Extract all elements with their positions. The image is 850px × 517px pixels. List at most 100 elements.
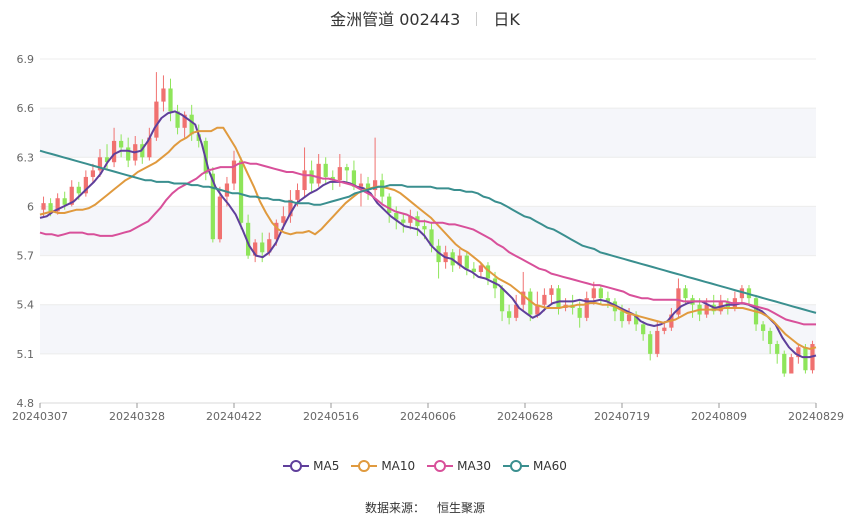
candle	[147, 127, 152, 161]
candle	[676, 278, 681, 318]
candle	[796, 344, 801, 364]
candle	[175, 104, 180, 135]
candle	[626, 307, 632, 325]
candle	[344, 163, 349, 184]
candle-body	[238, 160, 244, 223]
candle-body	[231, 160, 237, 184]
legend-item-ma10[interactable]: MA10	[351, 459, 415, 473]
candle-body	[316, 163, 321, 184]
candle-body	[55, 198, 60, 212]
candle-body	[775, 344, 780, 354]
y-tick-label: 5.7	[17, 250, 35, 263]
x-tick-label: 20240516	[303, 410, 359, 423]
candle	[577, 301, 582, 328]
candle-body	[351, 170, 357, 187]
candle-body	[422, 226, 427, 230]
candle	[119, 134, 124, 158]
ma-line-ma30	[39, 161, 816, 326]
candle-body	[401, 219, 406, 223]
candle	[478, 262, 484, 279]
candle	[408, 209, 413, 230]
candle-body	[295, 190, 300, 200]
candle-body	[655, 330, 660, 354]
candle-body	[154, 101, 159, 138]
candle	[514, 294, 519, 322]
candle-body	[48, 203, 53, 212]
x-tick-label: 20240422	[206, 410, 262, 423]
candle	[394, 206, 399, 230]
candle-body	[302, 170, 307, 191]
candle-body	[464, 255, 469, 269]
candle	[775, 340, 780, 364]
candle-body	[507, 311, 512, 318]
candle	[499, 285, 505, 322]
x-tick-label: 20240628	[497, 410, 553, 423]
candle-body	[471, 268, 476, 272]
candle-body	[387, 196, 392, 213]
candle-body	[768, 330, 773, 345]
candle	[556, 285, 561, 315]
y-tick-label: 6.3	[17, 151, 35, 164]
x-tick-label: 20240829	[788, 410, 844, 423]
candle	[168, 78, 173, 122]
ma-line-ma60	[39, 149, 817, 314]
x-axis: 20240307 20240328 20240422 20240516 20240606…	[12, 403, 844, 423]
legend-item-ma5[interactable]: MA5	[283, 459, 339, 473]
candle-body	[90, 170, 96, 177]
candle	[309, 160, 314, 194]
candle-body	[224, 183, 230, 197]
candle	[231, 150, 237, 191]
candle	[302, 147, 307, 197]
legend-item-ma60[interactable]: MA60	[503, 459, 567, 473]
candle	[803, 344, 808, 374]
candle	[648, 330, 653, 361]
candle	[436, 239, 441, 279]
candle-body	[126, 147, 131, 161]
legend-marker-icon	[503, 460, 530, 472]
candle-body	[372, 180, 378, 191]
source-provider: 恒生聚源	[437, 501, 486, 515]
candle-body	[499, 288, 505, 312]
candle-body	[676, 288, 681, 315]
candle-body	[175, 111, 180, 128]
candle	[288, 190, 293, 223]
legend-label: MA60	[533, 459, 567, 473]
candle-body	[485, 265, 491, 279]
candle-body	[337, 167, 342, 181]
candle-body	[641, 324, 646, 335]
candle-body	[253, 242, 258, 256]
candle-body	[281, 216, 286, 223]
legend-item-ma30[interactable]: MA30	[427, 459, 491, 473]
candle	[401, 212, 406, 233]
candle	[485, 262, 491, 286]
candle-body	[760, 324, 766, 331]
candle-body	[436, 245, 441, 263]
candle-body	[429, 229, 434, 246]
candle-body	[457, 255, 462, 266]
candle-body	[323, 163, 328, 177]
candle-body	[556, 288, 561, 308]
y-tick-label: 6.9	[17, 53, 35, 66]
candle-body	[542, 294, 547, 305]
candle-body	[168, 88, 173, 112]
candle-body	[245, 222, 251, 256]
candle	[217, 186, 223, 243]
candle	[655, 321, 660, 358]
candle-body	[309, 170, 314, 184]
candle-body	[62, 198, 67, 205]
candle	[245, 214, 251, 259]
candle-body	[739, 288, 745, 299]
candle-body	[408, 216, 413, 223]
candle-body	[104, 157, 110, 163]
candle-body	[344, 167, 349, 171]
candle-body	[478, 265, 484, 272]
x-tick-label: 20240307	[12, 410, 68, 423]
legend-label: MA10	[381, 459, 416, 473]
x-tick-label: 20240606	[400, 410, 456, 423]
candle-body	[288, 199, 293, 217]
candle-body	[535, 304, 540, 315]
legend-marker-icon	[283, 460, 310, 472]
period-label[interactable]: 日K	[493, 10, 520, 29]
candle-body	[267, 239, 272, 253]
